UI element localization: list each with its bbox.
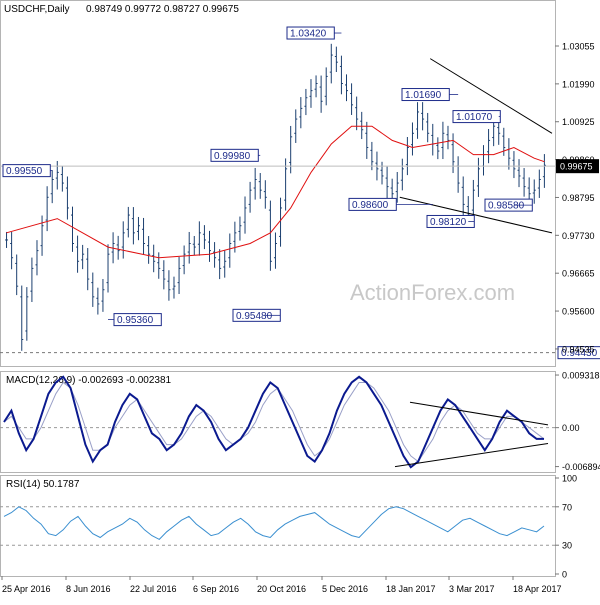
level-annotation: 1.01690 xyxy=(401,88,459,102)
watermark: ActionForex.com xyxy=(350,280,515,305)
level-annotation: 1.01070 xyxy=(452,110,501,124)
level-annotation: 0.99550 xyxy=(2,164,53,178)
rsi-line xyxy=(3,506,545,541)
level-annotation-label: 0.95480 xyxy=(236,311,273,322)
rsi-panel-frame xyxy=(0,475,556,577)
chart-ohlc: 0.98749 0.99772 0.98727 0.99675 xyxy=(86,4,239,15)
chart-symbol: USDCHF,Daily xyxy=(4,4,70,15)
x-axis-label: 18 Apr 2017 xyxy=(513,584,562,594)
level-annotation: 1.03420 xyxy=(286,26,342,40)
rsi-axis-label: 70 xyxy=(562,502,572,512)
x-axis-label: 18 Jan 2017 xyxy=(386,584,436,594)
price-layer: 1.03420 1.01690 1.01070 0.99980 0.99550 0.986… xyxy=(0,26,600,360)
level-annotation-label: 0.99550 xyxy=(6,166,43,177)
macd-signal-line xyxy=(3,381,545,463)
level-annotation: 0.99980 xyxy=(210,148,261,162)
price-axis-label: 1.01990 xyxy=(562,79,595,89)
level-annotation-box xyxy=(557,346,600,360)
price-axis-label: 0.94535 xyxy=(562,344,595,354)
rsi-axis-label: 30 xyxy=(562,541,572,551)
macd-panel-frame xyxy=(0,371,556,473)
level-annotation: 0.98580 xyxy=(484,198,533,212)
macd-trendline-upper xyxy=(409,401,549,426)
level-annotation-label: 0.98600 xyxy=(352,200,389,211)
level-annotation: 0.98600 xyxy=(348,197,433,211)
x-axis-label: 3 Mar 2017 xyxy=(449,584,495,594)
x-axis-label: 6 Sep 2016 xyxy=(193,584,239,594)
level-annotation: 0.95360 xyxy=(108,313,162,327)
level-annotation: 0.98120 xyxy=(426,214,475,228)
price-axis-label: 0.96665 xyxy=(562,269,595,279)
price-axis-label: 0.98795 xyxy=(562,193,595,203)
level-annotation: 0.94430 xyxy=(557,346,600,360)
price-axis-label: 0.97730 xyxy=(562,231,595,241)
macd-axis-label: 0.00 xyxy=(562,423,580,433)
macd-layer xyxy=(0,375,555,469)
x-axis-label: 5 Dec 2016 xyxy=(322,584,368,594)
trendline-lower xyxy=(399,196,553,234)
price-axis-label: 1.00925 xyxy=(562,117,595,127)
x-axis-label: 22 Jul 2016 xyxy=(130,584,177,594)
price-axis-label: 0.95600 xyxy=(562,307,595,317)
current-price-box xyxy=(556,159,599,174)
macd-line xyxy=(3,375,544,469)
rsi-layer xyxy=(0,506,555,546)
macd-title: MACD(12,26,9) -0.002693 -0.002381 xyxy=(6,375,172,386)
x-axis-label: 20 Oct 2016 xyxy=(257,584,306,594)
trendline-upper xyxy=(429,58,553,134)
rsi-axis-label: 0 xyxy=(562,570,567,580)
macd-axis-label: -0.006894 xyxy=(562,462,600,472)
axis-layer: 1.030551.019901.009250.998600.987950.977… xyxy=(1,42,600,594)
level-annotation-label: 1.01070 xyxy=(456,112,493,123)
macd-axis-label: 0.009318 xyxy=(562,371,600,381)
rsi-axis-label: 100 xyxy=(562,474,577,484)
current-price-label: 0.99675 xyxy=(560,162,593,172)
level-annotation-label: 0.94430 xyxy=(561,348,598,359)
price-panel-frame xyxy=(0,0,556,367)
rsi-title: RSI(14) 50.1787 xyxy=(6,479,80,490)
level-annotation-label: 1.01690 xyxy=(405,90,442,101)
level-annotation: 0.95480 xyxy=(232,308,281,322)
level-annotation-label: 0.98580 xyxy=(488,201,525,212)
x-axis-label: 25 Apr 2016 xyxy=(2,584,51,594)
level-annotation-label: 1.03420 xyxy=(290,29,327,40)
level-annotation-label: 0.99980 xyxy=(214,151,251,162)
moving-average-line xyxy=(6,125,545,259)
level-annotation-label: 0.95360 xyxy=(117,315,154,326)
price-axis-label: 1.03055 xyxy=(562,42,595,52)
macd-trendline-lower xyxy=(394,442,549,468)
level-annotation-label: 0.98120 xyxy=(430,217,467,228)
x-axis-label: 8 Jun 2016 xyxy=(66,584,111,594)
